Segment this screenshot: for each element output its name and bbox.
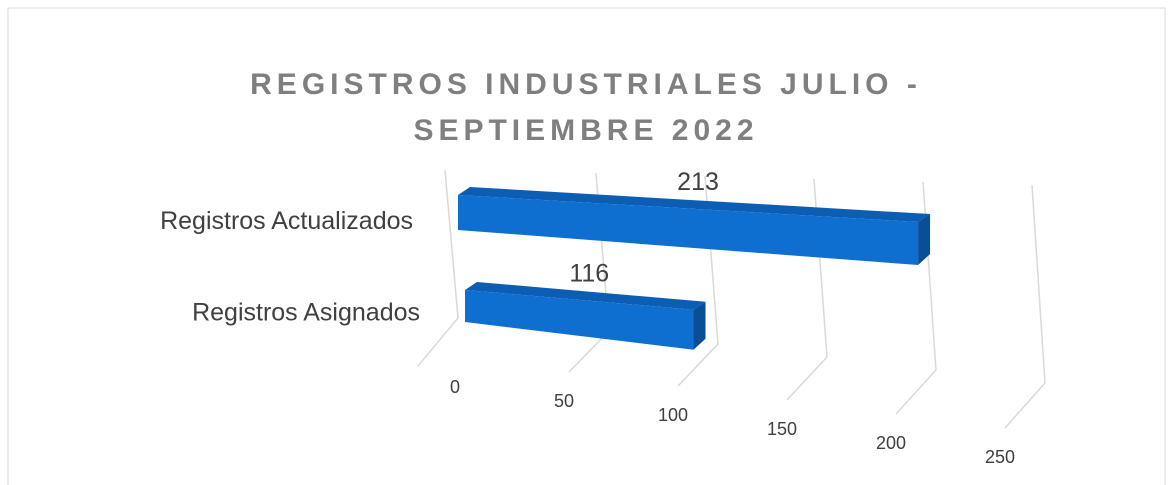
bar-side xyxy=(918,214,931,266)
x-tick-label: 150 xyxy=(767,419,797,439)
data-label: 213 xyxy=(677,168,719,196)
x-tick-label: 100 xyxy=(658,405,688,425)
y-tick-label: Registros Actualizados xyxy=(160,207,413,235)
x-tick-label: 250 xyxy=(985,447,1015,467)
y-tick-label: Registros Asignados xyxy=(192,299,420,327)
grid-line xyxy=(417,169,459,367)
x-tick-label: 50 xyxy=(554,391,574,411)
x-tick-label: 200 xyxy=(876,433,906,453)
grid-line xyxy=(1004,184,1046,429)
bar-top xyxy=(465,282,706,310)
bar-top xyxy=(458,187,931,223)
chart-border xyxy=(7,7,1166,485)
bar xyxy=(458,195,919,266)
chart-title: REGISTROS INDUSTRIALES JULIO - SEPTIEMBR… xyxy=(250,68,922,147)
bar xyxy=(465,290,694,350)
x-tick-label: 0 xyxy=(450,377,460,397)
bar-side xyxy=(693,301,706,350)
data-label: 116 xyxy=(569,259,609,287)
